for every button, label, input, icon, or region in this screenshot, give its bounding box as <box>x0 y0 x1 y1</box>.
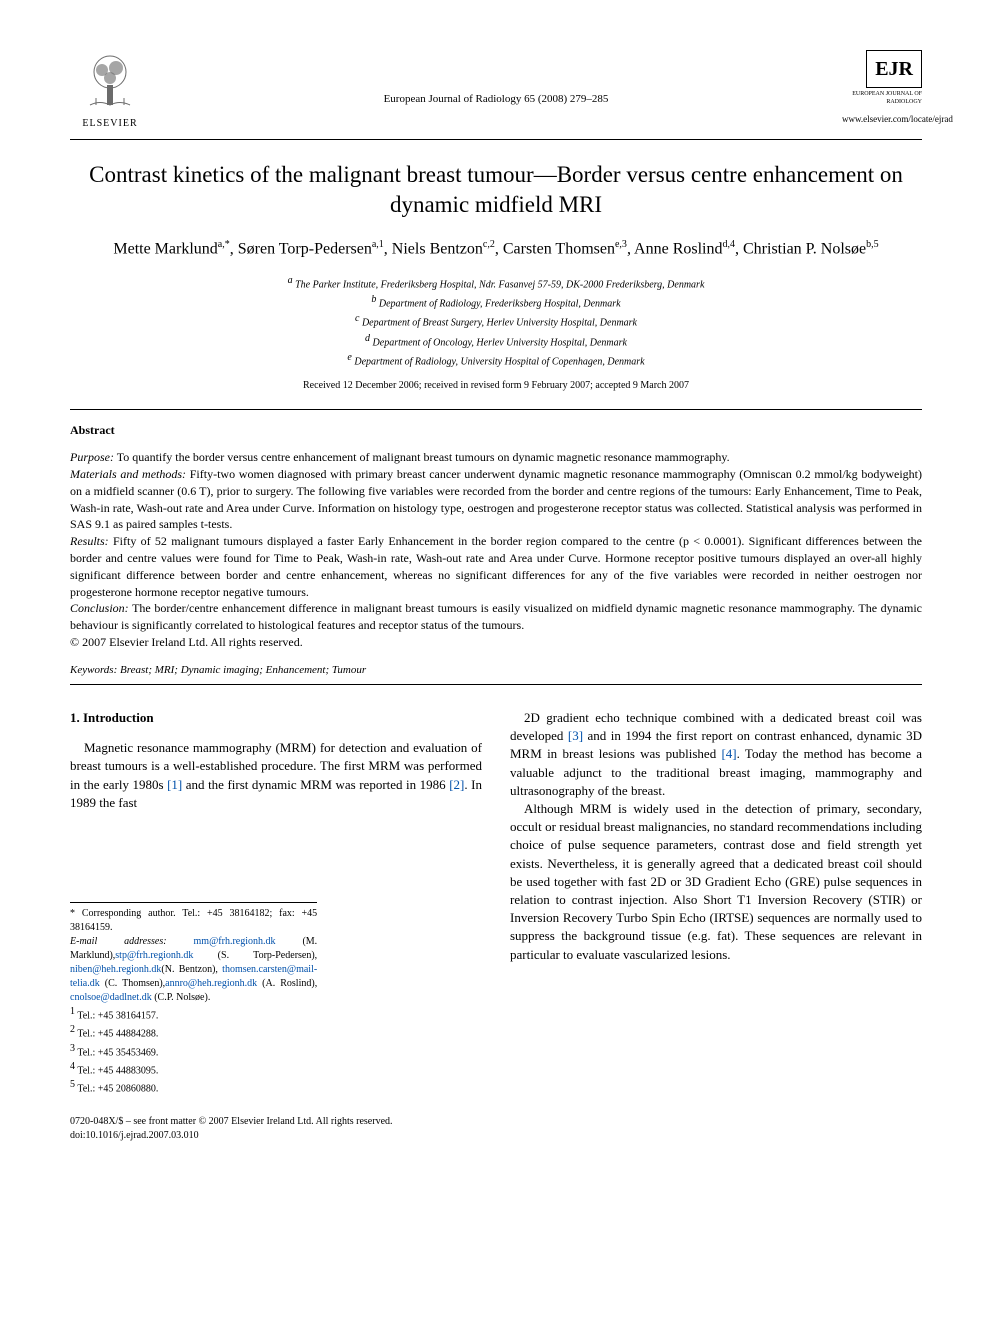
right-column: 2D gradient echo technique combined with… <box>510 709 922 1097</box>
journal-abbrev: EJR <box>866 50 922 88</box>
conclusion-text: The border/centre enhancement difference… <box>70 601 922 632</box>
ref-link-1[interactable]: [1] <box>167 777 182 792</box>
divider <box>70 409 922 410</box>
keywords-text: Breast; MRI; Dynamic imaging; Enhancemen… <box>117 664 366 676</box>
ref-link-4[interactable]: [4] <box>721 746 736 761</box>
ref-link-3[interactable]: [3] <box>568 728 583 743</box>
email-link[interactable]: mm@frh.regionh.dk <box>194 936 276 947</box>
divider <box>70 139 922 140</box>
journal-logo: EJR EUROPEAN JOURNAL OF RADIOLOGY www.el… <box>842 50 922 125</box>
intro-p3: Although MRM is widely used in the detec… <box>510 800 922 964</box>
keywords: Keywords: Breast; MRI; Dynamic imaging; … <box>70 663 922 678</box>
email-block: E-mail addresses: mm@frh.regionh.dk (M. … <box>70 935 317 1005</box>
materials-label: Materials and methods: <box>70 467 186 481</box>
email-link[interactable]: annro@heh.regionh.dk <box>165 978 257 989</box>
body-columns: 1. Introduction Magnetic resonance mammo… <box>70 709 922 1097</box>
publisher-logo: ELSEVIER <box>70 50 150 131</box>
materials-text: Fifty-two women diagnosed with primary b… <box>70 467 922 531</box>
abstract-body: Purpose: To quantify the border versus c… <box>70 449 922 651</box>
journal-reference: European Journal of Radiology 65 (2008) … <box>150 50 842 107</box>
ref-link-2[interactable]: [2] <box>449 777 464 792</box>
publisher-name: ELSEVIER <box>70 117 150 131</box>
results-text: Fifty of 52 malignant tumours displayed … <box>70 534 922 598</box>
corresponding-author: * Corresponding author. Tel.: +45 381641… <box>70 907 317 935</box>
email-link[interactable]: stp@frh.regionh.dk <box>115 950 193 961</box>
footnotes: * Corresponding author. Tel.: +45 381641… <box>70 902 317 1097</box>
intro-heading: 1. Introduction <box>70 709 482 727</box>
author-list: Mette Marklunda,*, Søren Torp-Pedersena,… <box>70 238 922 261</box>
journal-fullname: EUROPEAN JOURNAL OF RADIOLOGY <box>842 90 922 107</box>
email-label: E-mail addresses: <box>70 936 167 947</box>
intro-p2: 2D gradient echo technique combined with… <box>510 709 922 800</box>
abstract-heading: Abstract <box>70 422 922 439</box>
intro-p1: Magnetic resonance mammography (MRM) for… <box>70 739 482 812</box>
divider <box>70 684 922 685</box>
email-link[interactable]: cnolsoe@dadlnet.dk <box>70 992 152 1003</box>
purpose-text: To quantify the border versus centre enh… <box>114 450 730 464</box>
purpose-label: Purpose: <box>70 450 114 464</box>
tel-line: 4 Tel.: +45 44883095. <box>70 1060 317 1078</box>
results-label: Results: <box>70 534 109 548</box>
article-dates: Received 12 December 2006; received in r… <box>70 379 922 393</box>
header-row: ELSEVIER European Journal of Radiology 6… <box>70 50 922 131</box>
email-link[interactable]: niben@heh.regionh.dk <box>70 964 161 975</box>
journal-url[interactable]: www.elsevier.com/locate/ejrad <box>842 113 922 126</box>
abstract-copyright: © 2007 Elsevier Ireland Ltd. All rights … <box>70 634 922 651</box>
elsevier-tree-icon <box>80 50 140 110</box>
article-title: Contrast kinetics of the malignant breas… <box>70 160 922 220</box>
tel-line: 5 Tel.: +45 20860880. <box>70 1078 317 1096</box>
conclusion-label: Conclusion: <box>70 601 129 615</box>
footer-copyright: 0720-048X/$ – see front matter © 2007 El… <box>70 1115 922 1129</box>
tel-line: 1 Tel.: +45 38164157. <box>70 1005 317 1023</box>
keywords-label: Keywords: <box>70 664 117 676</box>
left-column: 1. Introduction Magnetic resonance mammo… <box>70 709 482 1097</box>
affiliations: a The Parker Institute, Frederiksberg Ho… <box>70 273 922 370</box>
tel-line: 2 Tel.: +45 44884288. <box>70 1023 317 1041</box>
tel-line: 3 Tel.: +45 35453469. <box>70 1042 317 1060</box>
footer-doi: doi:10.1016/j.ejrad.2007.03.010 <box>70 1129 922 1143</box>
page-footer: 0720-048X/$ – see front matter © 2007 El… <box>70 1115 922 1143</box>
